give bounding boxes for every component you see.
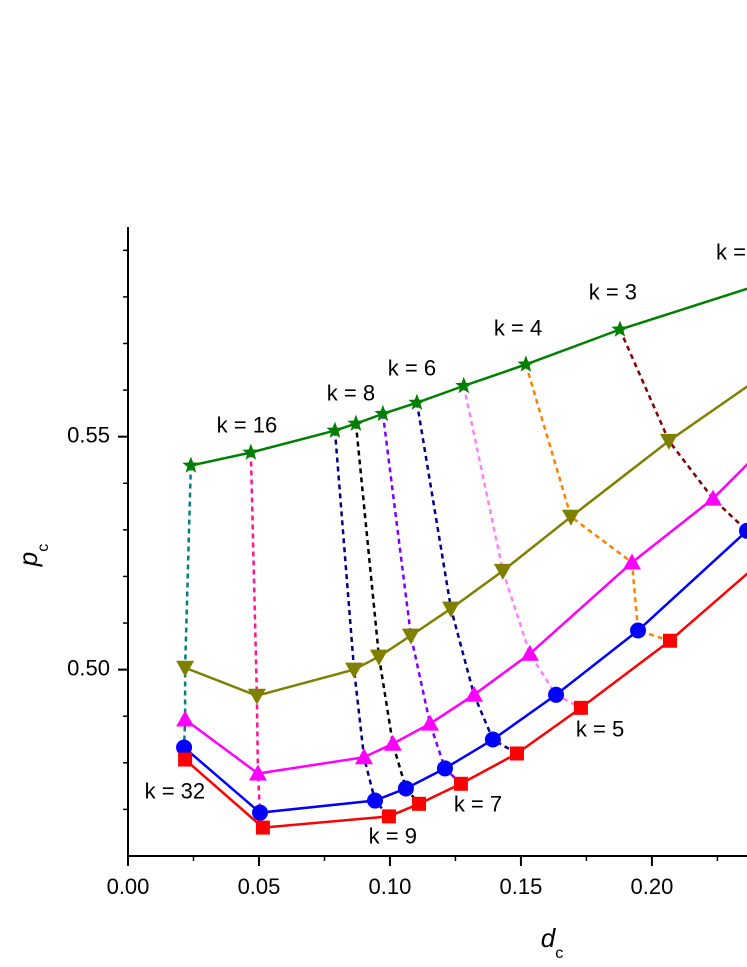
marker xyxy=(436,760,453,777)
marker xyxy=(573,700,588,715)
y-tick-label: 0.55 xyxy=(67,422,110,447)
marker xyxy=(493,563,512,580)
marker xyxy=(465,685,484,702)
marker xyxy=(242,443,260,460)
marker xyxy=(611,320,629,337)
x-tick-label: 0.10 xyxy=(369,874,412,899)
k-label: k = 32 xyxy=(145,778,206,803)
marker xyxy=(548,686,565,703)
x-tick-label: 0.20 xyxy=(630,874,673,899)
y-axis-title-main: p xyxy=(13,552,43,567)
marker xyxy=(703,489,722,506)
marker xyxy=(176,660,195,677)
x-axis-title-sub: c xyxy=(555,945,563,962)
marker xyxy=(374,404,392,422)
marker xyxy=(347,414,365,431)
x-axis-title: dc xyxy=(541,923,563,962)
marker xyxy=(367,792,384,809)
marker xyxy=(408,393,426,410)
marker xyxy=(441,601,460,618)
marker xyxy=(247,688,266,705)
k-label: k = 8 xyxy=(327,381,375,406)
series-line xyxy=(190,287,747,467)
marker xyxy=(345,662,364,679)
marker xyxy=(510,746,525,761)
series-line xyxy=(183,529,747,814)
plot-area xyxy=(176,287,747,835)
marker xyxy=(255,820,270,835)
k-line xyxy=(249,452,265,828)
marker xyxy=(623,553,642,570)
k-label: k = 16 xyxy=(217,413,278,438)
marker xyxy=(630,622,647,639)
marker xyxy=(453,776,468,791)
marker xyxy=(252,804,269,821)
marker xyxy=(383,734,402,751)
k-label: k = 3 xyxy=(589,279,637,304)
marker xyxy=(381,809,396,824)
marker xyxy=(484,731,501,748)
y-axis-title-sub: c xyxy=(35,544,52,552)
k-label: k = 5 xyxy=(576,716,624,741)
x-tick-label: 0.15 xyxy=(500,874,543,899)
marker xyxy=(176,739,193,756)
y-tick-label: 0.50 xyxy=(67,655,110,680)
marker xyxy=(520,644,539,661)
marker xyxy=(401,628,420,645)
series-line xyxy=(184,572,747,829)
marker xyxy=(248,764,267,781)
marker xyxy=(659,433,678,450)
k-label: k = 6 xyxy=(388,355,436,380)
k-label: k = 9 xyxy=(369,824,417,849)
series-line xyxy=(184,385,747,698)
marker xyxy=(739,522,747,539)
k-label: k = xyxy=(716,239,746,264)
marker xyxy=(517,355,535,372)
marker xyxy=(176,710,195,727)
y-axis-title: pc xyxy=(13,544,52,567)
marker xyxy=(421,714,440,731)
k-line xyxy=(354,423,420,805)
marker xyxy=(561,509,580,526)
marker xyxy=(369,649,388,666)
marker xyxy=(182,456,200,473)
marker xyxy=(178,752,193,767)
marker xyxy=(397,780,414,797)
k-line xyxy=(462,385,582,709)
k-label: k = 4 xyxy=(494,315,542,340)
x-tick-label: 0.00 xyxy=(107,874,150,899)
x-axis-title-main: d xyxy=(541,923,557,953)
k-line xyxy=(524,364,671,642)
marker xyxy=(326,421,344,438)
x-tick-label: 0.05 xyxy=(238,874,281,899)
marker xyxy=(662,633,677,648)
k-label: k = 7 xyxy=(454,791,502,816)
marker xyxy=(412,796,427,811)
series-line xyxy=(184,462,747,775)
k-line xyxy=(618,329,747,533)
marker xyxy=(455,376,473,394)
marker xyxy=(355,748,374,765)
